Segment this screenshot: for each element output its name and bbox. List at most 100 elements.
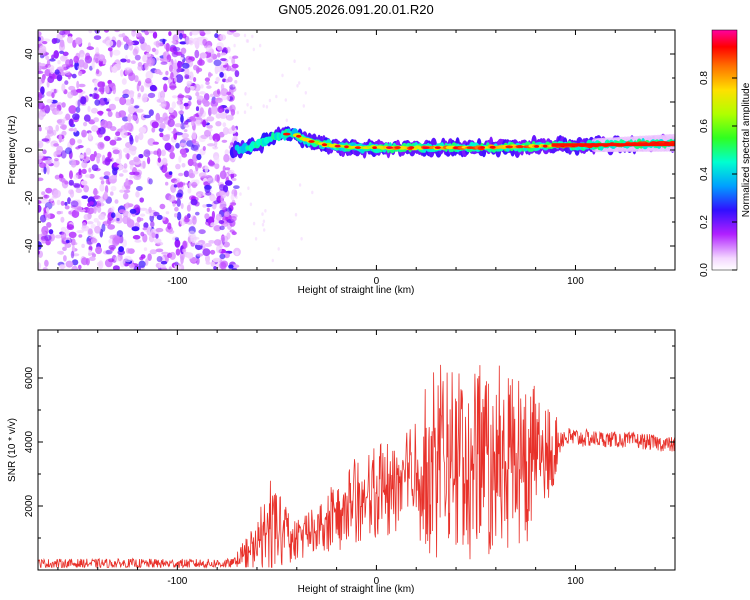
noise-blob <box>177 94 185 99</box>
noise-blob <box>192 37 200 45</box>
noise-blob <box>83 213 92 221</box>
noise-blob <box>252 221 256 226</box>
noise-blob <box>91 59 95 69</box>
noise-blob <box>46 98 53 104</box>
noise-blob <box>57 250 64 255</box>
noise-blob <box>162 157 168 165</box>
noise-blob <box>65 239 70 244</box>
noise-blob <box>61 83 66 92</box>
noise-blob <box>204 243 212 247</box>
noise-blob <box>63 255 67 262</box>
noise-blob <box>64 201 68 206</box>
noise-blob <box>219 261 227 270</box>
noise-blob <box>124 69 128 75</box>
noise-blob <box>72 113 80 120</box>
noise-blob <box>262 219 266 224</box>
noise-blob <box>105 85 110 94</box>
noise-blob <box>98 127 106 135</box>
noise-blob <box>245 39 249 43</box>
noise-blob <box>262 104 265 108</box>
noise-blob <box>202 38 208 46</box>
noise-blob <box>114 212 121 218</box>
noise-blob <box>298 183 302 187</box>
noise-blob <box>178 155 182 163</box>
y-tick-label: 4000 <box>24 430 35 453</box>
noise-blob <box>53 159 60 168</box>
noise-blob <box>160 97 165 103</box>
noise-blob <box>203 30 212 35</box>
noise-blob <box>156 148 162 158</box>
noise-blob <box>53 151 58 158</box>
noise-blob <box>110 185 117 192</box>
noise-blob <box>160 260 168 265</box>
noise-blob <box>41 239 46 244</box>
noise-blob <box>151 121 159 129</box>
noise-blob <box>138 132 144 141</box>
noise-blob <box>68 128 75 132</box>
noise-blob <box>107 151 112 159</box>
noise-blob <box>72 182 81 188</box>
noise-blob <box>59 30 66 36</box>
noise-blob <box>268 98 272 103</box>
spectrogram-x-axis-title: Height of straight line (km) <box>298 285 415 296</box>
noise-blob <box>60 55 68 62</box>
noise-blob <box>143 149 151 158</box>
noise-blob <box>73 127 77 133</box>
noise-blob <box>199 91 206 95</box>
x-tick-label: 100 <box>567 276 584 287</box>
noise-blob <box>147 156 151 165</box>
noise-blob <box>101 223 106 232</box>
noise-blob <box>85 174 91 178</box>
signal-peak <box>409 146 415 150</box>
noise-blob <box>182 248 187 254</box>
noise-blob <box>50 197 54 202</box>
noise-blob <box>231 125 236 131</box>
noise-blob <box>105 39 114 47</box>
noise-blob <box>62 246 67 251</box>
noise-blob <box>129 263 135 269</box>
noise-blob <box>57 118 65 126</box>
noise-blob <box>140 254 146 259</box>
noise-blob <box>94 225 102 234</box>
noise-blob <box>209 195 217 202</box>
noise-blob <box>139 197 144 203</box>
noise-blob <box>66 36 73 44</box>
noise-blob <box>205 81 210 85</box>
noise-blob <box>213 200 220 205</box>
noise-blob <box>64 71 71 76</box>
noise-blob <box>123 163 128 169</box>
noise-blob <box>191 131 197 140</box>
noise-blob <box>216 174 220 184</box>
noise-blob <box>118 246 124 253</box>
noise-blob <box>68 210 72 215</box>
spectrogram-marks <box>38 30 675 270</box>
noise-blob <box>220 191 227 199</box>
noise-blob <box>220 52 227 56</box>
noise-blob <box>168 31 172 37</box>
noise-blob <box>116 217 120 222</box>
noise-blob <box>193 83 201 92</box>
noise-blob <box>53 50 59 59</box>
noise-blob <box>156 214 163 221</box>
noise-blob <box>138 35 143 40</box>
noise-blob <box>174 59 177 67</box>
noise-blob <box>167 118 175 128</box>
noise-blob <box>103 191 108 200</box>
noise-blob <box>45 55 50 60</box>
snr-panel: -100 0 100 2000 4000 6000 Height of straight … <box>7 329 676 595</box>
noise-blob <box>155 227 164 233</box>
noise-blob <box>261 222 265 227</box>
noise-blob <box>213 155 220 165</box>
noise-blob <box>83 114 91 122</box>
noise-blob <box>205 203 213 208</box>
noise-blob <box>89 173 95 179</box>
signal-peak <box>394 146 401 150</box>
noise-blob <box>125 185 131 190</box>
noise-blob <box>152 211 160 217</box>
noise-blob <box>142 227 148 231</box>
noise-blob <box>76 230 84 234</box>
noise-blob <box>208 240 215 244</box>
colorbar: 0.0 0.2 0.4 0.6 0.8 Normalized spectral ampl… <box>699 29 750 277</box>
noise-blob <box>119 173 124 177</box>
colorbar-title: Normalized spectral amplitude <box>741 82 750 217</box>
